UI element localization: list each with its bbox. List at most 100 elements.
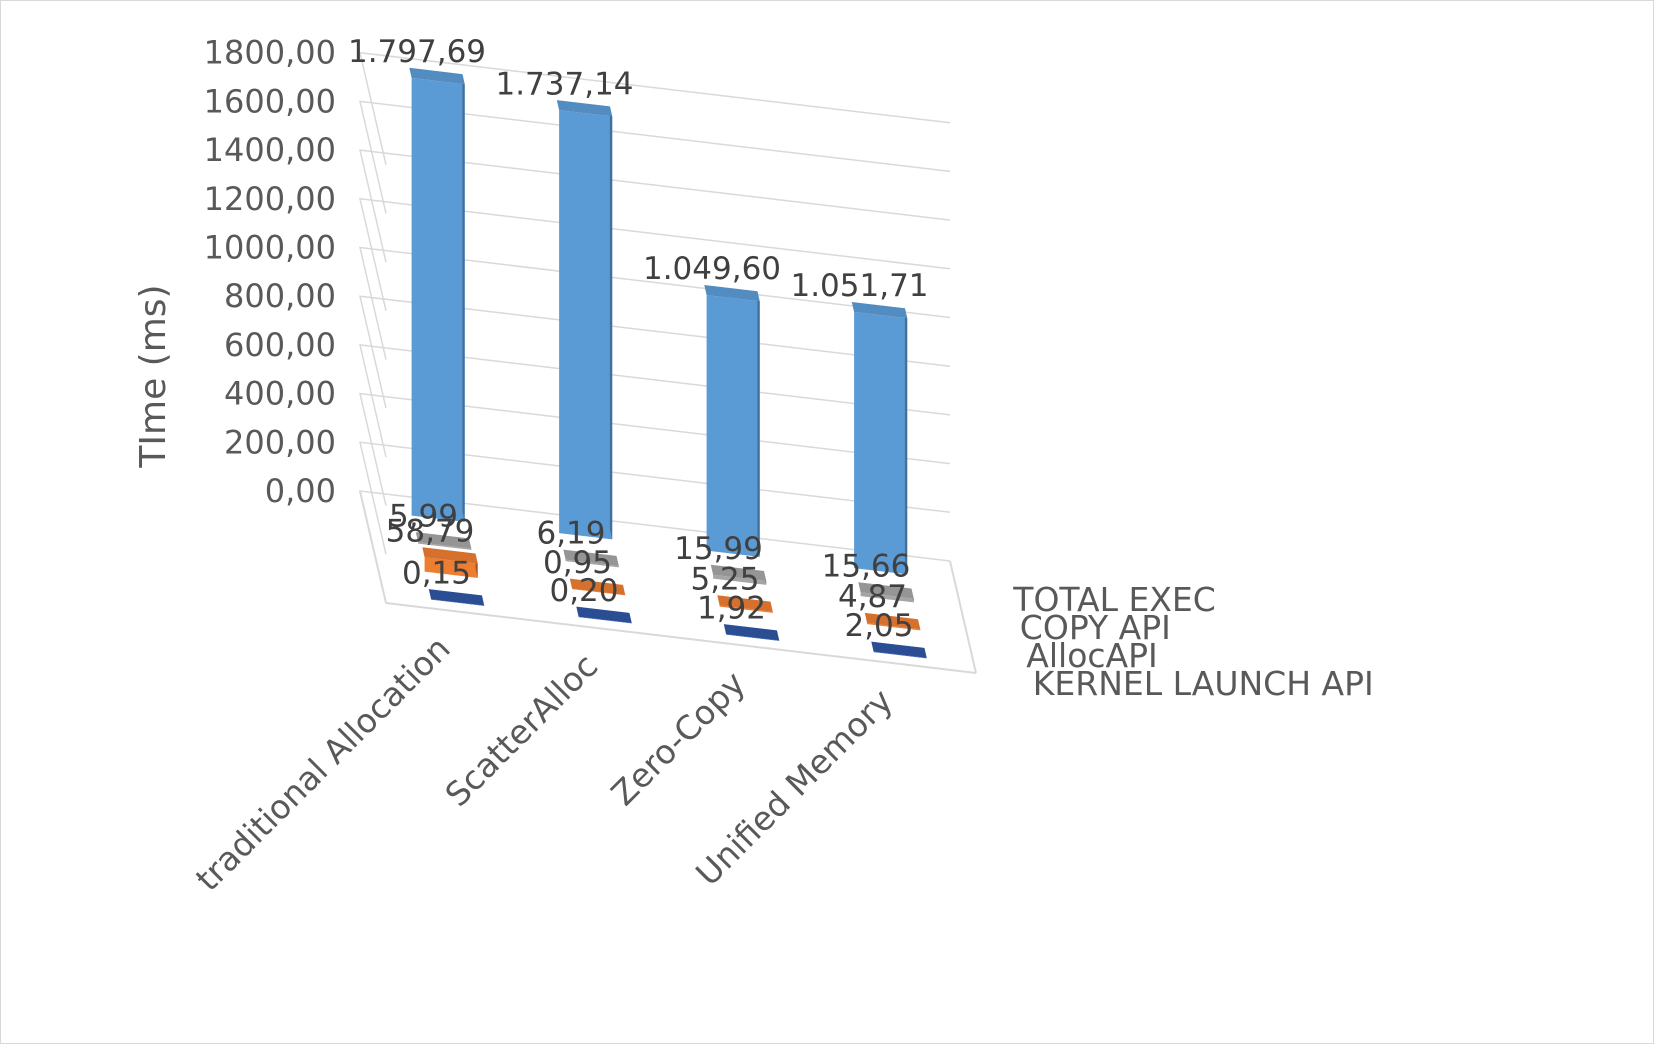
bar-side xyxy=(757,291,760,557)
bar xyxy=(415,532,472,550)
y-axis-title: TIme (ms) xyxy=(133,284,174,468)
bar-top xyxy=(422,547,478,564)
gridline xyxy=(359,149,951,263)
category-label: traditional Allocation xyxy=(188,629,458,899)
bar-front xyxy=(565,559,619,568)
bar xyxy=(563,549,619,568)
bar xyxy=(723,624,780,641)
gridline xyxy=(359,51,951,165)
bar-side xyxy=(462,74,465,522)
data-label: 5,99 xyxy=(389,498,458,534)
bar-top xyxy=(563,549,619,566)
bar-top xyxy=(556,100,613,117)
data-label: 4,87 xyxy=(838,579,907,615)
bar-front xyxy=(867,623,921,631)
data-label: 1.737,14 xyxy=(495,66,633,102)
data-label: 0,15 xyxy=(402,555,471,591)
bar-top xyxy=(864,612,921,630)
bar-front xyxy=(854,312,908,575)
back-wall-gridlines xyxy=(359,51,951,604)
x-axis-categories: traditional AllocationScatterAllocZero-C… xyxy=(188,629,900,899)
bar-top xyxy=(409,67,465,85)
y-tick-label: 400,00 xyxy=(224,375,336,413)
data-label: 2,05 xyxy=(844,608,913,644)
category-label: Zero-Copy xyxy=(603,664,752,813)
data-label: 15,99 xyxy=(674,531,763,567)
bar-top xyxy=(710,564,767,581)
y-tick-label: 1400,00 xyxy=(204,131,336,169)
y-tick-label: 800,00 xyxy=(224,277,336,315)
data-label: 1.797,69 xyxy=(348,34,486,70)
bars-layer xyxy=(409,67,927,659)
bar xyxy=(710,564,767,585)
bar-front xyxy=(424,557,478,578)
bar-top xyxy=(576,606,632,623)
y-tick-label: 1800,00 xyxy=(204,34,336,72)
data-label: 6,19 xyxy=(536,516,605,552)
bar xyxy=(704,285,760,557)
data-label: 1,92 xyxy=(697,590,766,626)
bar-front xyxy=(726,634,780,641)
floor-right-edge xyxy=(949,560,977,674)
bar-front xyxy=(873,651,927,659)
series-label: AllocAPI xyxy=(1026,636,1157,675)
y-tick-label: 600,00 xyxy=(224,326,336,364)
bar xyxy=(717,595,773,613)
bar-top xyxy=(858,582,914,599)
bar-front xyxy=(572,588,626,596)
bar xyxy=(556,100,613,540)
bar-front xyxy=(578,616,632,624)
bar xyxy=(858,582,914,603)
data-labels-layer: 1.797,691.737,14 1.049,60 1.051,71 5,99 6,19… xyxy=(348,34,929,644)
data-label: 5,25 xyxy=(690,562,759,598)
bar-side xyxy=(609,106,613,540)
y-tick-label: 1600,00 xyxy=(204,82,336,120)
bar xyxy=(428,589,485,606)
y-tick-label: 1200,00 xyxy=(204,180,336,218)
bar-front xyxy=(411,77,465,522)
bar xyxy=(851,302,908,575)
bar xyxy=(409,67,465,522)
bar-top xyxy=(415,532,472,549)
data-label: 15,66 xyxy=(822,548,911,584)
bar xyxy=(576,606,632,624)
floor-front-edge xyxy=(385,602,977,674)
bar-top xyxy=(704,285,760,302)
gridline xyxy=(359,100,951,214)
floor-gridlines xyxy=(359,490,977,674)
bar-top xyxy=(723,624,780,641)
data-label: 1.049,60 xyxy=(643,251,781,287)
bar-side xyxy=(904,308,908,575)
bar-top xyxy=(569,578,626,595)
category-label: ScatterAlloc xyxy=(437,646,605,814)
bar-front xyxy=(559,110,613,540)
floor-side-edge xyxy=(359,490,387,604)
bar-front xyxy=(713,574,767,585)
bar-front xyxy=(860,592,914,603)
y-axis-ticks: 0,00 200,00 400,00 600,00 800,00 1000,00 1200,… xyxy=(204,34,336,510)
bar xyxy=(871,641,927,659)
bar-front xyxy=(706,295,760,557)
data-label: 0,95 xyxy=(543,545,612,581)
bar-top xyxy=(717,595,773,612)
bar xyxy=(569,578,626,596)
bar-front xyxy=(719,605,773,613)
y-tick-label: 1000,00 xyxy=(204,229,336,267)
data-label: 58,79 xyxy=(386,513,475,549)
gridline xyxy=(359,197,951,311)
y-tick-label: 200,00 xyxy=(224,423,336,461)
series-label: TOTAL EXEC xyxy=(1012,580,1216,619)
bar-top xyxy=(851,302,908,319)
series-label: COPY API xyxy=(1020,608,1171,647)
series-label: KERNEL LAUNCH API xyxy=(1033,664,1374,703)
bar-front xyxy=(431,599,485,606)
data-label: 0,20 xyxy=(549,573,618,609)
bar-top xyxy=(871,641,927,658)
bar xyxy=(422,547,478,578)
y-tick-label: 0,00 xyxy=(265,472,336,510)
bar xyxy=(864,612,921,631)
data-label: 1.051,71 xyxy=(790,268,928,304)
